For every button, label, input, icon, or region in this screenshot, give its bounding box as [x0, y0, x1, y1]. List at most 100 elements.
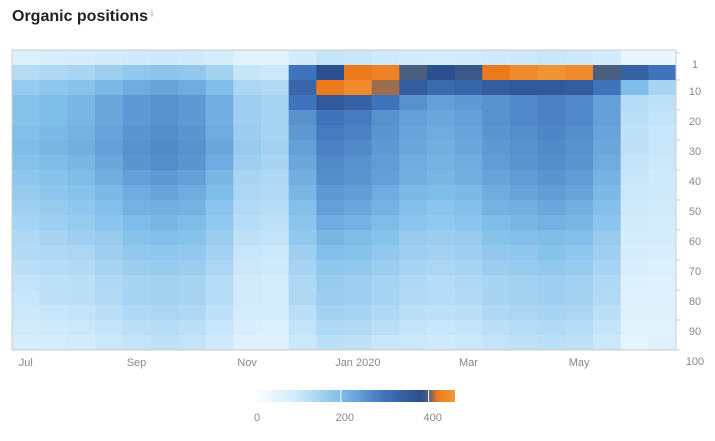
heat-cell: [510, 320, 539, 336]
heat-cell: [620, 200, 649, 216]
heat-cell: [454, 80, 483, 96]
heat-cell: [150, 95, 179, 111]
heat-cell: [95, 125, 124, 141]
heat-cell: [399, 275, 428, 291]
heat-cell: [648, 245, 677, 261]
heat-cell: [122, 50, 151, 66]
heat-cell: [288, 80, 317, 96]
heat-cell: [427, 305, 456, 321]
heat-cell: [12, 185, 41, 201]
heat-cell: [150, 50, 179, 66]
heat-cell: [454, 245, 483, 261]
heat-cell: [288, 185, 317, 201]
heat-cell: [482, 110, 511, 126]
heat-cell: [12, 170, 41, 186]
heat-cell: [95, 275, 124, 291]
heat-cell: [261, 110, 290, 126]
heat-cell: [39, 110, 68, 126]
colorbar-tick-label: 0: [254, 412, 260, 424]
heat-cell: [399, 215, 428, 231]
heat-cell: [316, 305, 345, 321]
heat-cell: [316, 185, 345, 201]
heat-cell: [95, 230, 124, 246]
heat-cell: [510, 50, 539, 66]
heat-cell: [95, 155, 124, 171]
heat-cell: [150, 215, 179, 231]
heat-cell: [454, 335, 483, 351]
heat-cell: [620, 125, 649, 141]
heat-cell: [39, 80, 68, 96]
heat-cell: [537, 335, 566, 351]
heat-cell: [344, 170, 373, 186]
heat-cell: [593, 200, 622, 216]
heat-cell: [122, 185, 151, 201]
heat-cell: [648, 65, 677, 81]
heat-cell: [261, 290, 290, 306]
heat-cell: [593, 215, 622, 231]
heat-cell: [399, 155, 428, 171]
heat-cell: [565, 50, 594, 66]
heat-cell: [178, 290, 207, 306]
colorbar-tick-label: 400: [423, 412, 441, 424]
heat-cell: [427, 65, 456, 81]
heat-cell: [12, 290, 41, 306]
heat-cell: [593, 275, 622, 291]
heat-cell: [67, 215, 96, 231]
heat-cell: [67, 65, 96, 81]
heat-cell: [427, 230, 456, 246]
heat-cell: [620, 50, 649, 66]
heat-cell: [288, 155, 317, 171]
heat-cell: [233, 200, 262, 216]
heat-cell: [178, 95, 207, 111]
heat-cell: [205, 230, 234, 246]
heat-cell: [150, 140, 179, 156]
y-tick-label: 90: [689, 326, 701, 338]
heat-cell: [205, 305, 234, 321]
heat-cell: [510, 230, 539, 246]
heat-cell: [482, 230, 511, 246]
heat-cell: [205, 95, 234, 111]
heat-cell: [620, 245, 649, 261]
heat-cell: [648, 95, 677, 111]
heat-cell: [12, 50, 41, 66]
y-tick-label: 50: [689, 206, 701, 218]
heat-cell: [620, 335, 649, 351]
heat-cell: [510, 110, 539, 126]
heat-cell: [593, 260, 622, 276]
heat-cell: [427, 245, 456, 261]
y-tick-label: 10: [689, 86, 701, 98]
heat-cell: [593, 50, 622, 66]
heat-cell: [510, 140, 539, 156]
heat-cell: [150, 245, 179, 261]
heat-cell: [288, 335, 317, 351]
heat-cell: [261, 80, 290, 96]
heat-cell: [122, 230, 151, 246]
heat-cell: [178, 245, 207, 261]
heat-cell: [482, 245, 511, 261]
info-icon[interactable]: i: [151, 8, 153, 18]
heat-cell: [427, 275, 456, 291]
heat-cell: [593, 140, 622, 156]
heat-cell: [150, 80, 179, 96]
heat-cell: [399, 320, 428, 336]
heat-cell: [648, 290, 677, 306]
heat-cell: [482, 335, 511, 351]
heat-cell: [122, 170, 151, 186]
heat-cell: [122, 320, 151, 336]
heat-cell: [344, 125, 373, 141]
heat-cell: [371, 80, 400, 96]
heat-cell: [316, 50, 345, 66]
heat-cell: [399, 80, 428, 96]
heat-cell: [261, 260, 290, 276]
heat-cell: [95, 110, 124, 126]
heat-cell: [95, 290, 124, 306]
heat-cell: [427, 290, 456, 306]
heat-cell: [510, 170, 539, 186]
x-tick-label: Mar: [459, 357, 478, 369]
heat-cell: [12, 110, 41, 126]
y-tick-label: 80: [689, 296, 701, 308]
heat-cell: [454, 110, 483, 126]
heat-cell: [537, 260, 566, 276]
heat-cell: [233, 170, 262, 186]
heat-cell: [510, 95, 539, 111]
